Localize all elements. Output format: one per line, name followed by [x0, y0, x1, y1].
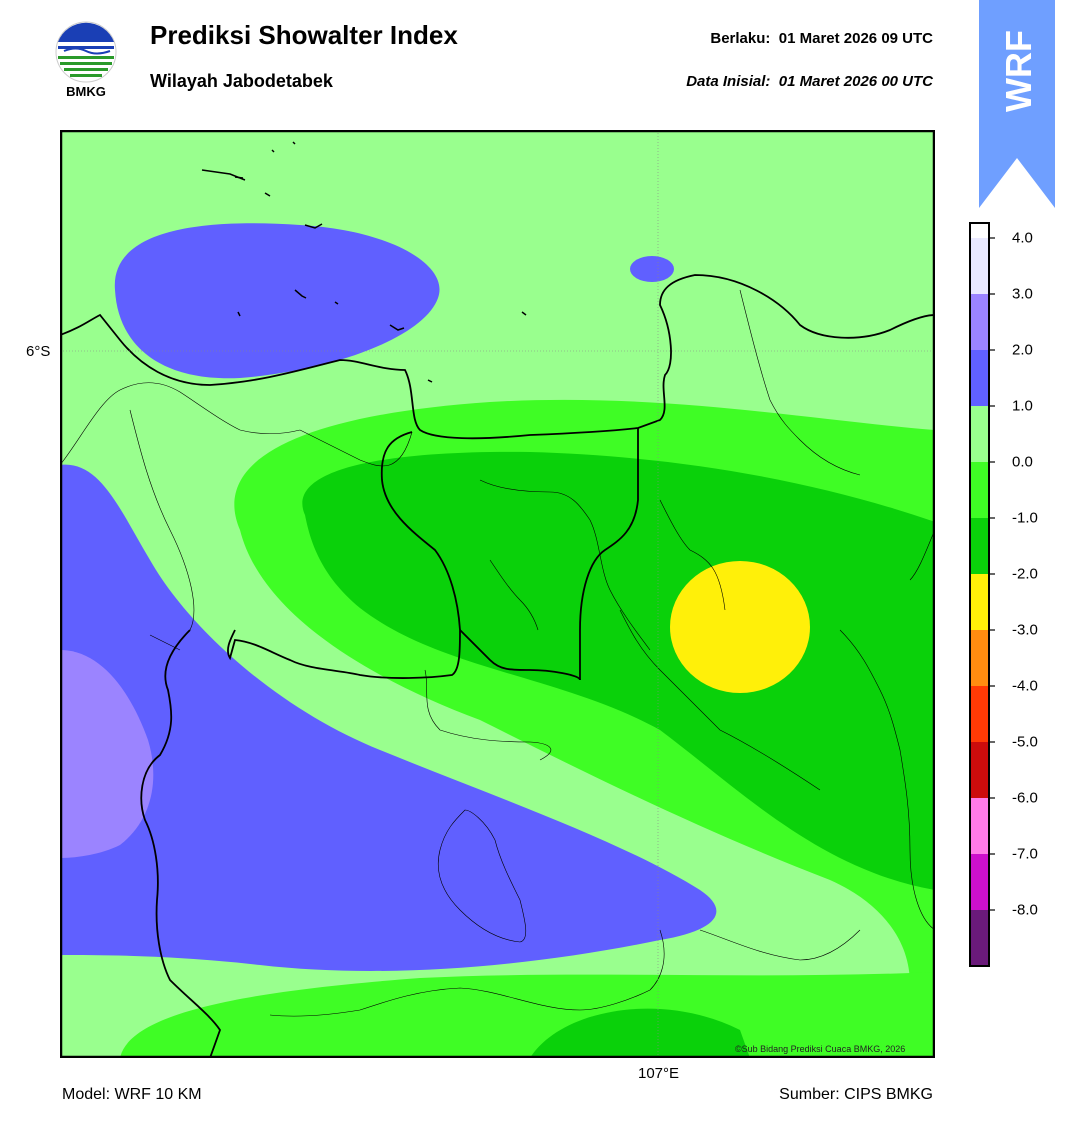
- admin-borders: [62, 289, 933, 1017]
- colorbar-frame: [969, 222, 990, 967]
- map-frame: [60, 130, 935, 1058]
- colorbar-tick-label: -1.0: [1012, 509, 1038, 527]
- model-label: Model: WRF 10 KM: [62, 1086, 202, 1103]
- page-subtitle: Wilayah Jabodetabek: [150, 71, 333, 91]
- colorbar-band: [971, 518, 988, 574]
- colorbar-band: [971, 350, 988, 406]
- colorbar-band: [971, 406, 988, 462]
- colorbar-tick-label: 1.0: [1012, 397, 1033, 415]
- contour-1-to-2-north: [114, 223, 440, 379]
- latitude-label: 6°S: [26, 343, 51, 360]
- colorbar-tick-label: 2.0: [1012, 341, 1033, 359]
- colorbar-tick-label: -3.0: [1012, 621, 1038, 639]
- init-label: Data Inisial:: [686, 73, 771, 90]
- longitude-label: 107°E: [638, 1065, 680, 1082]
- colorbar-band: [971, 798, 988, 854]
- colorbar-band: [971, 742, 988, 798]
- colorbar-band: [971, 294, 988, 350]
- page-title: Prediksi Showalter Index: [150, 20, 458, 50]
- coastline: [62, 274, 933, 1056]
- contour--2-to--3: [670, 561, 810, 693]
- bmkg-logo: [55, 21, 117, 83]
- colorbar-tick-label: -6.0: [1012, 789, 1038, 807]
- colorbar-tick-label: -5.0: [1012, 733, 1038, 751]
- colorbar-band: [971, 910, 988, 966]
- wrf-badge-text: WRF: [998, 30, 1039, 112]
- contour-1-to-2-islet: [630, 256, 674, 282]
- init-time: Data Inisial: 01 Maret 2026 00 UTC: [686, 73, 933, 90]
- valid-time: Berlaku: 01 Maret 2026 09 UTC: [710, 30, 933, 47]
- source-label: Sumber: CIPS BMKG: [779, 1086, 933, 1103]
- colorbar-band: [971, 462, 988, 518]
- contour-1-to-2-south: [62, 464, 717, 971]
- valid-label: Berlaku:: [710, 30, 771, 47]
- valid-value: 01 Maret 2026 09 UTC: [778, 30, 933, 47]
- contour--1-to--2: [302, 451, 933, 890]
- colorbar-band: [971, 854, 988, 910]
- init-value: 01 Maret 2026 00 UTC: [778, 73, 933, 90]
- colorbar-tick-label: -2.0: [1012, 565, 1038, 583]
- contour--1-to--2-south: [531, 1008, 750, 1056]
- colorbar-tick-label: 3.0: [1012, 285, 1033, 303]
- colorbar-tick-label: -4.0: [1012, 677, 1038, 695]
- colorbar-band: [971, 224, 988, 238]
- showalter-map: [60, 130, 935, 1058]
- colorbar-tick-label: 4.0: [1012, 229, 1033, 247]
- contour-2-to-3: [62, 650, 154, 858]
- colorbar-band: [971, 630, 988, 686]
- colorbar-band: [971, 238, 988, 294]
- colorbar-tick-label: 0.0: [1012, 453, 1033, 471]
- wrf-badge: WRF: [979, 0, 1055, 208]
- colorbar-tick-label: -7.0: [1012, 845, 1038, 863]
- logo-text: BMKG: [66, 84, 106, 99]
- map-credit: ©Sub Bidang Prediksi Cuaca BMKG, 2026: [735, 1044, 906, 1054]
- thousand-islands: [201, 141, 527, 383]
- colorbar-labels: 4.0 3.0 2.0 1.0 0.0 -1.0 -2.0 -3.0 -4.0 -5.0 -6.0 -…: [1012, 222, 1068, 968]
- colorbar-band: [971, 574, 988, 630]
- colorbar-tick-label: -8.0: [1012, 901, 1038, 919]
- colorbar: [969, 222, 995, 967]
- colorbar-band: [971, 686, 988, 742]
